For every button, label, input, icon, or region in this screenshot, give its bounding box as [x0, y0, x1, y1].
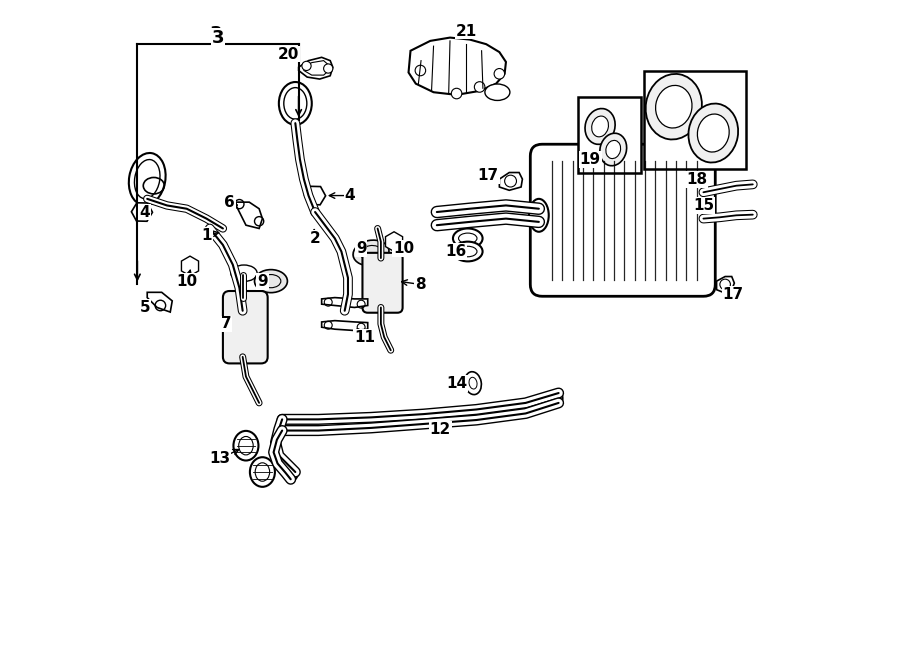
Ellipse shape: [645, 74, 702, 139]
Bar: [644, 71, 746, 169]
Text: 16: 16: [446, 244, 466, 259]
Ellipse shape: [353, 240, 389, 266]
Ellipse shape: [453, 242, 482, 261]
Text: 17: 17: [723, 287, 743, 302]
Ellipse shape: [464, 371, 482, 395]
Circle shape: [494, 69, 505, 79]
Ellipse shape: [698, 114, 729, 152]
Circle shape: [324, 64, 333, 73]
Ellipse shape: [250, 457, 274, 487]
Text: 8: 8: [415, 277, 426, 292]
Text: 11: 11: [354, 330, 375, 344]
Text: 21: 21: [455, 24, 477, 38]
Text: 5: 5: [140, 300, 150, 315]
Ellipse shape: [255, 270, 287, 293]
Text: 14: 14: [446, 375, 467, 391]
Text: 1: 1: [202, 227, 211, 243]
Polygon shape: [500, 173, 522, 190]
Bar: [579, 97, 641, 173]
Text: 9: 9: [257, 274, 267, 289]
Text: 2: 2: [310, 231, 320, 246]
Ellipse shape: [485, 84, 510, 100]
Circle shape: [451, 89, 462, 98]
Polygon shape: [409, 38, 506, 95]
Text: 6: 6: [224, 194, 235, 210]
Text: 3: 3: [210, 25, 222, 44]
Text: 9: 9: [356, 241, 366, 256]
Ellipse shape: [655, 85, 692, 128]
Polygon shape: [716, 276, 734, 292]
Text: 12: 12: [429, 422, 451, 437]
Ellipse shape: [554, 392, 562, 405]
Text: 7: 7: [220, 317, 231, 331]
Text: 19: 19: [580, 152, 601, 167]
Ellipse shape: [591, 116, 608, 137]
Text: 4: 4: [345, 188, 356, 203]
Text: 15: 15: [693, 198, 714, 213]
Polygon shape: [321, 321, 368, 330]
Ellipse shape: [688, 104, 738, 163]
Text: 4: 4: [140, 204, 150, 219]
Circle shape: [474, 82, 485, 93]
Text: 3: 3: [212, 28, 225, 46]
Text: 17: 17: [478, 169, 499, 183]
FancyBboxPatch shape: [530, 144, 716, 296]
Circle shape: [302, 61, 311, 71]
Text: 10: 10: [393, 241, 415, 256]
FancyBboxPatch shape: [223, 291, 267, 364]
Text: 13: 13: [209, 451, 230, 467]
Polygon shape: [299, 58, 333, 79]
Text: 18: 18: [687, 172, 707, 186]
Ellipse shape: [599, 134, 626, 166]
Ellipse shape: [233, 431, 258, 461]
Ellipse shape: [453, 229, 482, 249]
Ellipse shape: [585, 108, 615, 144]
Text: 20: 20: [278, 46, 300, 61]
Circle shape: [415, 65, 426, 76]
Ellipse shape: [529, 199, 549, 232]
Polygon shape: [321, 297, 368, 307]
Ellipse shape: [289, 469, 298, 481]
FancyBboxPatch shape: [363, 253, 402, 313]
Ellipse shape: [606, 140, 621, 159]
Text: 10: 10: [176, 274, 198, 289]
